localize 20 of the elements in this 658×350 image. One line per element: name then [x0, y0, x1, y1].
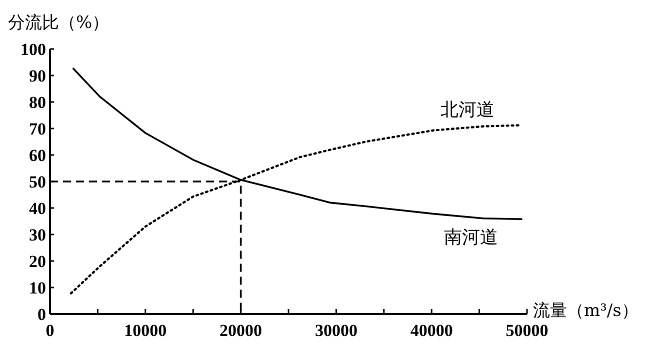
y-tick-label: 100 — [20, 40, 46, 59]
y-tick-label: 80 — [29, 93, 46, 112]
series-label: 南河道 — [444, 227, 498, 248]
y-tick-label: 20 — [29, 252, 46, 271]
x-tick-label: 40000 — [410, 321, 453, 340]
y-tick-label: 10 — [29, 278, 46, 298]
x-axis-title: 流量（m³/s） — [533, 301, 638, 321]
y-axis-title: 分流比（%） — [8, 13, 110, 33]
x-tick-label: 50000 — [506, 321, 548, 340]
x-tick-label: 20000 — [220, 321, 262, 340]
y-tick-label: 60 — [29, 146, 46, 165]
y-tick-label: 40 — [29, 199, 46, 218]
y-tick-label: 90 — [29, 66, 46, 86]
x-tick-label: 10000 — [124, 321, 167, 340]
y-tick-label: 30 — [29, 226, 46, 244]
y-tick-label: 0 — [38, 305, 46, 324]
series-label: 北河道 — [440, 99, 494, 120]
y-tick-label: 50 — [29, 172, 46, 192]
x-tick-label: 30000 — [314, 321, 358, 340]
y-tick-label: 70 — [29, 120, 46, 138]
